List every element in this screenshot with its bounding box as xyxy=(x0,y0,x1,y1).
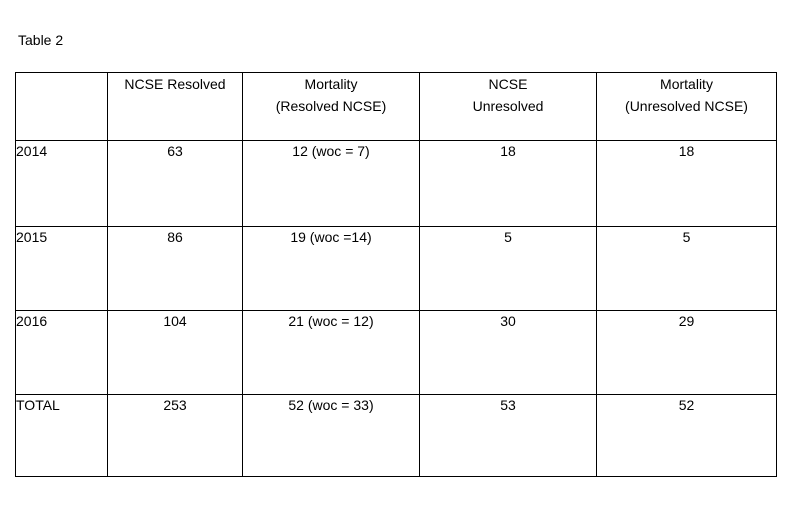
cell-2016-ncse-resolved: 104 xyxy=(107,310,243,395)
header-ncse-unresolved-line2: Unresolved xyxy=(472,98,544,114)
cell-2014-mortality-unresolved: 18 xyxy=(596,140,777,227)
cell-total-ncse-resolved: 253 xyxy=(107,394,243,477)
row-label-2016: 2016 xyxy=(15,310,108,395)
cell-2015-ncse-unresolved: 5 xyxy=(419,226,597,311)
cell-total-ncse-unresolved: 53 xyxy=(419,394,597,477)
header-mortality-unresolved-line2: (Unresolved NCSE) xyxy=(625,98,748,114)
header-mortality-resolved-line2: (Resolved NCSE) xyxy=(275,98,387,114)
cell-2015-mortality-unresolved: 5 xyxy=(596,226,777,311)
cell-total-mortality-resolved: 52 (woc = 33) xyxy=(242,394,420,477)
header-ncse-unresolved-line1: NCSE xyxy=(488,76,528,92)
cell-2015-ncse-resolved: 86 xyxy=(107,226,243,311)
header-mortality-unresolved-line1: Mortality xyxy=(660,76,713,92)
results-table: NCSE Resolved Mortality (Resolved NCSE) … xyxy=(15,72,777,477)
row-label-2014: 2014 xyxy=(15,140,108,227)
header-mortality-resolved-line1: Mortality xyxy=(304,76,358,92)
cell-2016-mortality-unresolved: 29 xyxy=(596,310,777,395)
header-corner-cell xyxy=(15,72,108,141)
header-row: NCSE Resolved Mortality (Resolved NCSE) … xyxy=(15,72,777,141)
table-row-2014: 2014 63 12 (woc = 7) 18 18 xyxy=(15,140,777,227)
row-label-total: TOTAL xyxy=(15,394,108,477)
table-row-total: TOTAL 253 52 (woc = 33) 53 52 xyxy=(15,394,777,477)
header-ncse-resolved: NCSE Resolved xyxy=(107,72,243,141)
cell-2014-ncse-resolved: 63 xyxy=(107,140,243,227)
cell-2014-mortality-resolved: 12 (woc = 7) xyxy=(242,140,420,227)
header-ncse-unresolved: NCSE Unresolved xyxy=(419,72,597,141)
table-caption: Table 2 xyxy=(18,32,64,48)
header-ncse-resolved-line1: NCSE Resolved xyxy=(124,76,226,92)
cell-2016-mortality-resolved: 21 (woc = 12) xyxy=(242,310,420,395)
cell-2014-ncse-unresolved: 18 xyxy=(419,140,597,227)
cell-2015-mortality-resolved: 19 (woc =14) xyxy=(242,226,420,311)
header-mortality-resolved: Mortality (Resolved NCSE) xyxy=(242,72,420,141)
cell-2016-ncse-unresolved: 30 xyxy=(419,310,597,395)
table-row-2015: 2015 86 19 (woc =14) 5 5 xyxy=(15,226,777,311)
table-row-2016: 2016 104 21 (woc = 12) 30 29 xyxy=(15,310,777,395)
cell-total-mortality-unresolved: 52 xyxy=(596,394,777,477)
row-label-2015: 2015 xyxy=(15,226,108,311)
header-mortality-unresolved: Mortality (Unresolved NCSE) xyxy=(596,72,777,141)
